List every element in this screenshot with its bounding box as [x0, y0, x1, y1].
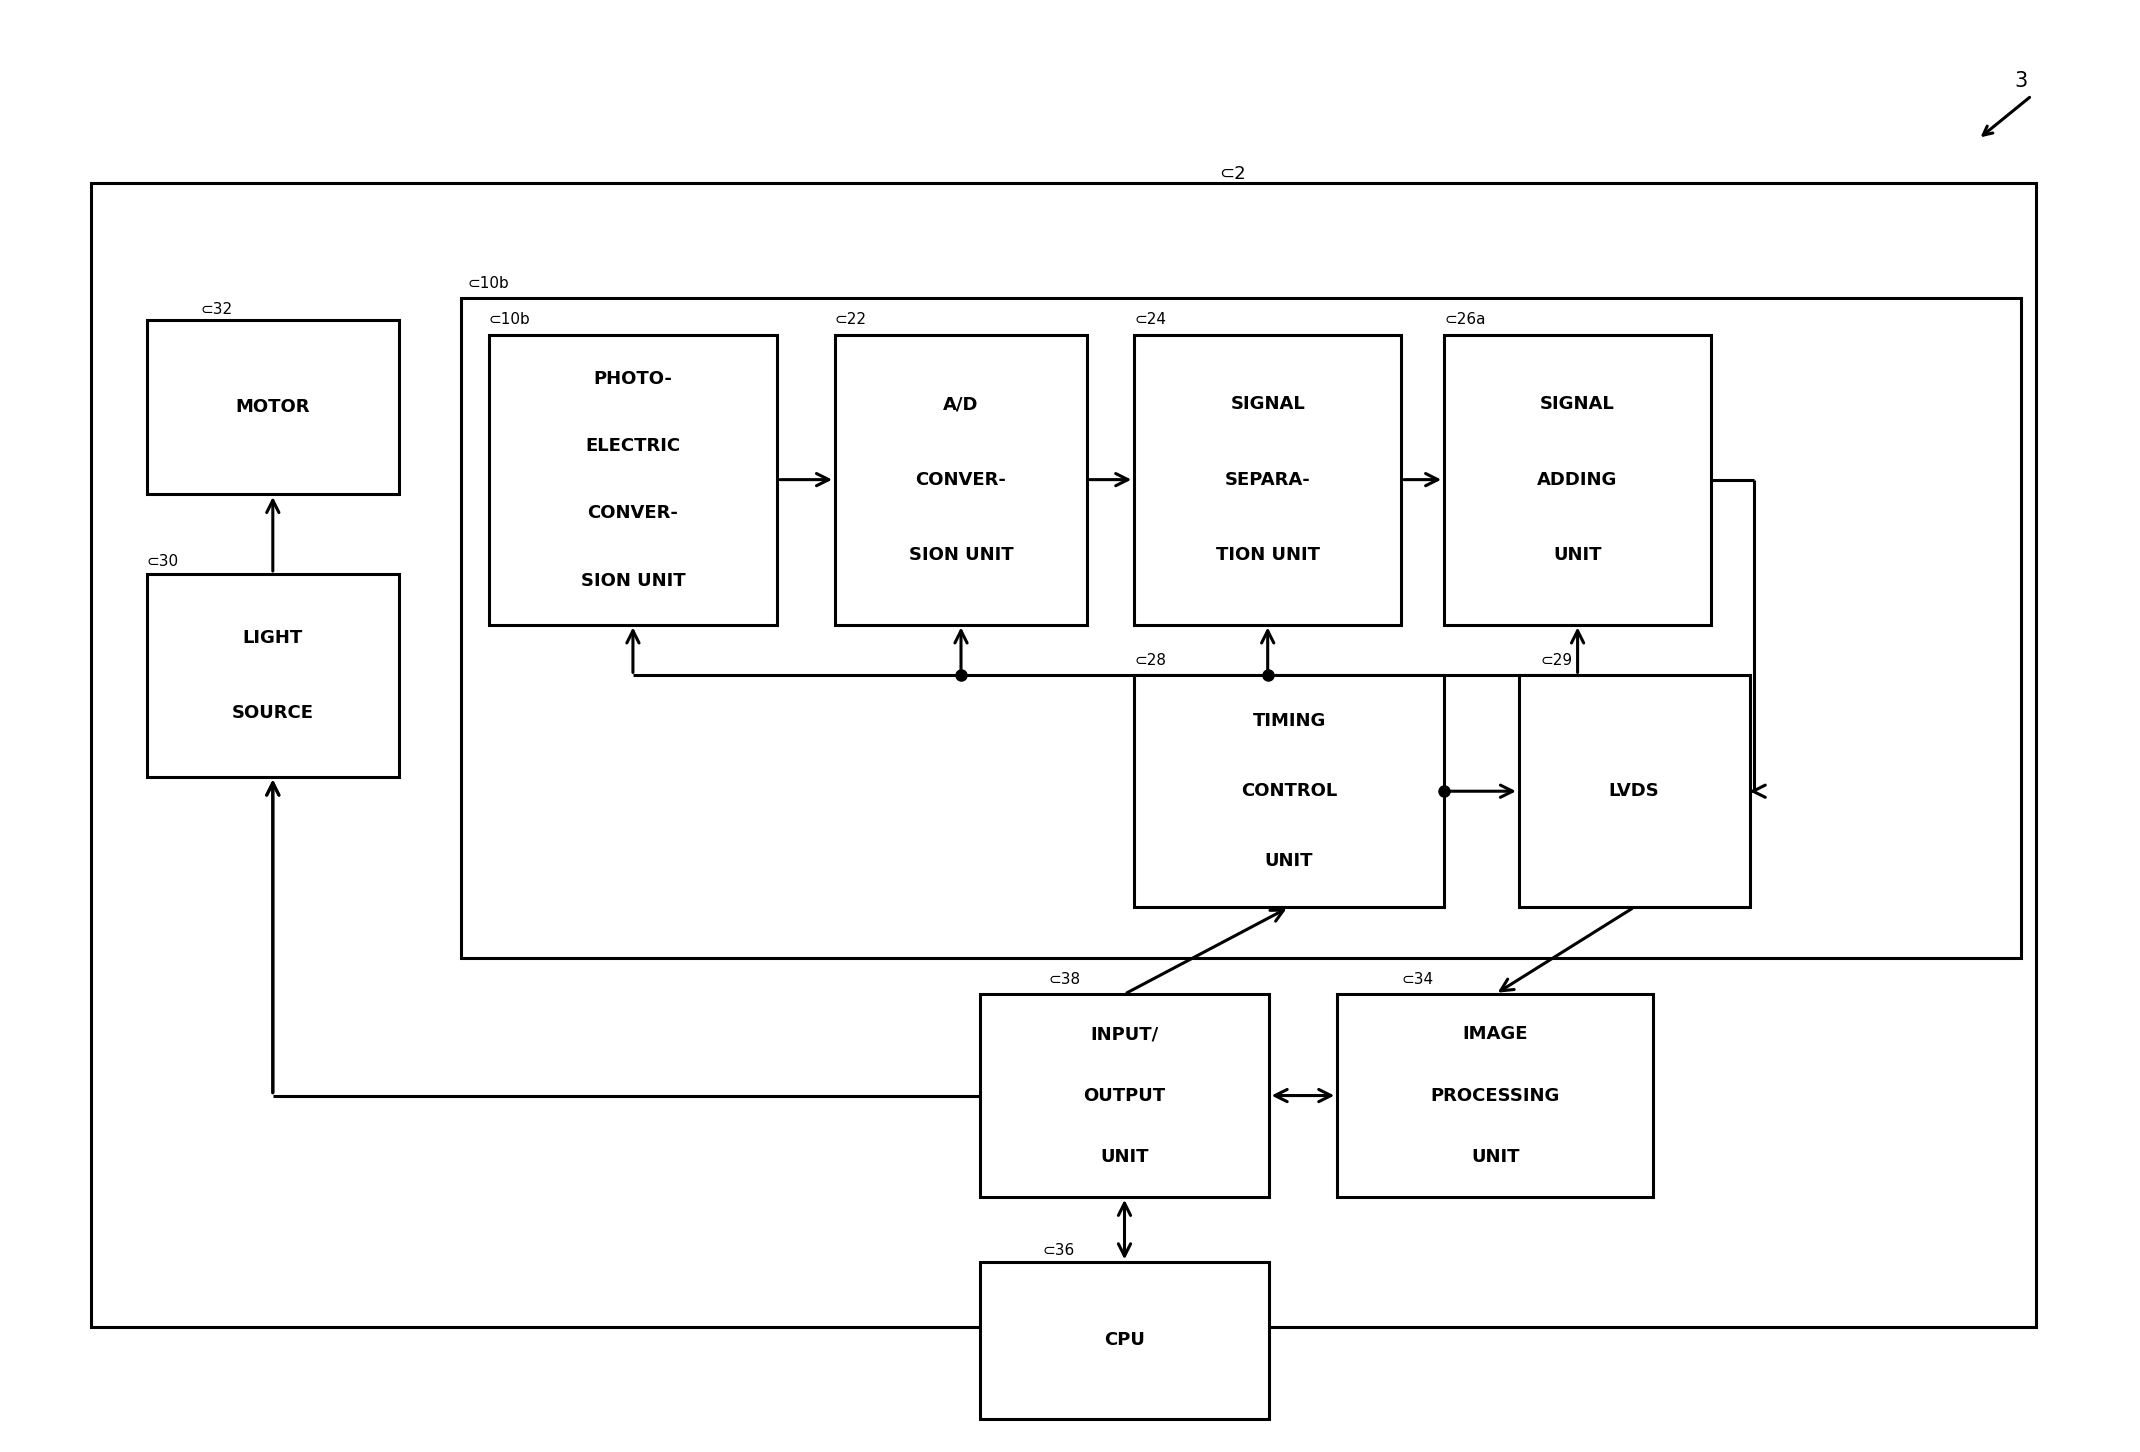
Bar: [1134, 335, 1402, 624]
Bar: [1519, 675, 1751, 908]
Text: CONTROL: CONTROL: [1241, 783, 1338, 800]
Text: ⊂10b: ⊂10b: [467, 276, 509, 292]
Bar: [1338, 995, 1654, 1196]
Text: ⊂32: ⊂32: [201, 302, 233, 318]
Text: ELECTRIC: ELECTRIC: [586, 437, 681, 454]
Bar: [835, 335, 1087, 624]
Text: LIGHT: LIGHT: [242, 629, 304, 646]
Bar: [460, 299, 2020, 958]
Text: TIMING: TIMING: [1252, 711, 1327, 730]
Text: SION UNIT: SION UNIT: [910, 546, 1014, 563]
Text: SIGNAL: SIGNAL: [1541, 395, 1616, 414]
Text: SIGNAL: SIGNAL: [1230, 395, 1305, 414]
Text: CPU: CPU: [1104, 1331, 1145, 1349]
Text: CONVER-: CONVER-: [916, 470, 1006, 489]
Text: INPUT/: INPUT/: [1091, 1025, 1158, 1043]
Text: 3: 3: [2014, 71, 2029, 91]
Text: UNIT: UNIT: [1554, 546, 1603, 563]
Text: ⊂29: ⊂29: [1541, 653, 1573, 668]
Text: UNIT: UNIT: [1470, 1149, 1519, 1166]
Text: ⊂10b: ⊂10b: [488, 312, 531, 328]
Text: PROCESSING: PROCESSING: [1432, 1086, 1560, 1105]
Text: ⊂34: ⊂34: [1402, 971, 1434, 987]
Text: IMAGE: IMAGE: [1462, 1025, 1528, 1043]
Bar: [1134, 675, 1444, 908]
Text: ⊂24: ⊂24: [1134, 312, 1166, 328]
Bar: [92, 183, 2035, 1327]
Text: TION UNIT: TION UNIT: [1216, 546, 1320, 563]
Text: OUTPUT: OUTPUT: [1083, 1086, 1166, 1105]
Text: A/D: A/D: [944, 395, 978, 414]
Bar: [980, 1262, 1269, 1419]
Text: ⊂38: ⊂38: [1049, 971, 1081, 987]
Bar: [148, 574, 398, 777]
Text: SION UNIT: SION UNIT: [580, 572, 685, 590]
Text: CONVER-: CONVER-: [588, 504, 678, 523]
Text: SEPARA-: SEPARA-: [1224, 470, 1310, 489]
Bar: [488, 335, 777, 624]
Text: MOTOR: MOTOR: [235, 398, 310, 417]
Text: UNIT: UNIT: [1100, 1149, 1149, 1166]
Text: SOURCE: SOURCE: [231, 704, 315, 722]
Text: ⊂26a: ⊂26a: [1444, 312, 1485, 328]
Text: UNIT: UNIT: [1265, 852, 1314, 871]
Bar: [980, 995, 1269, 1196]
Text: ADDING: ADDING: [1537, 470, 1618, 489]
Text: ⊂36: ⊂36: [1042, 1243, 1074, 1257]
Text: ⊂30: ⊂30: [148, 555, 180, 569]
Bar: [148, 321, 398, 494]
Text: LVDS: LVDS: [1609, 783, 1661, 800]
Text: ⊂22: ⊂22: [835, 312, 867, 328]
Bar: [1444, 335, 1712, 624]
Text: ⊂28: ⊂28: [1134, 653, 1166, 668]
Text: PHOTO-: PHOTO-: [593, 369, 672, 388]
Text: ⊂2: ⊂2: [1220, 164, 1245, 183]
